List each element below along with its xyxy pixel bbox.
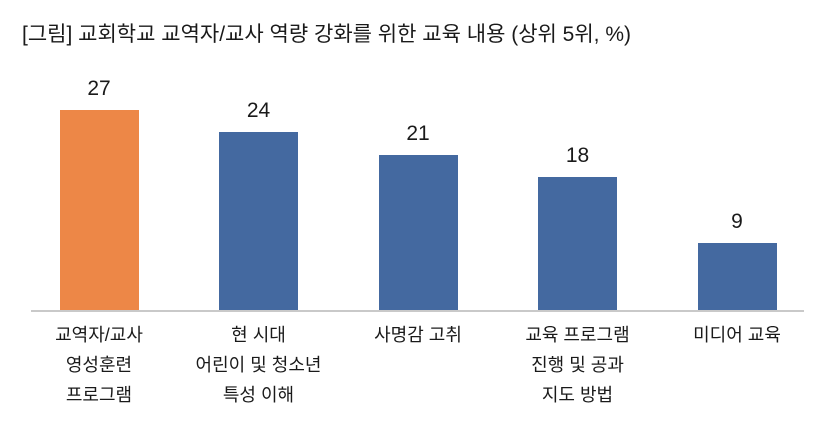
bar-1: [59, 110, 139, 310]
bar-2: [219, 132, 298, 310]
bar-value-label-2: 24: [246, 99, 271, 122]
bar-value-label-3: 21: [406, 122, 430, 145]
bar-3: [378, 155, 458, 310]
category-label-4: 교육 프로그램 진행 및 공과 지도 방법: [525, 325, 630, 405]
category-label-3: 사명감 고취: [374, 325, 462, 345]
chart-title: [그림] 교회학교 교역자/교사 역량 강화를 위한 교육 내용 (상위 5위,…: [22, 23, 632, 46]
category-label-2: 현 시대 어린이 및 청소년 특성 이해: [195, 325, 322, 405]
bar-4: [538, 177, 617, 310]
bar-value-label-4: 18: [565, 144, 590, 167]
bar-value-label-5: 9: [731, 210, 743, 233]
bar-5: [697, 243, 777, 310]
bar-value-label-1: 27: [87, 77, 111, 100]
category-label-1: 교역자/교사 영성훈련 프로그램: [55, 325, 143, 405]
x-axis-line: [31, 310, 804, 312]
category-label-5: 미디어 교육: [693, 325, 781, 345]
